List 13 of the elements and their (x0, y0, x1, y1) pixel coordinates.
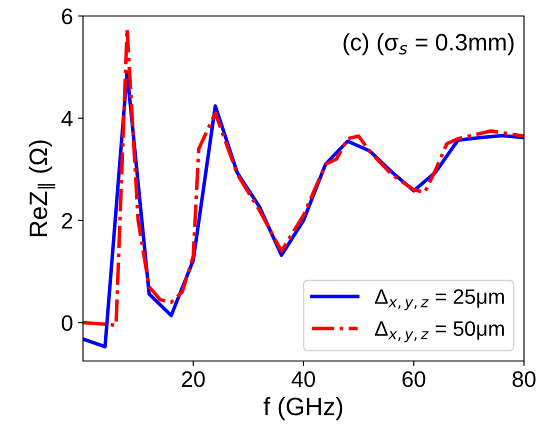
text: (c) (σ$_{s}$ = 0.3mm) (344, 33, 514, 56)
legend-label: Δ$_{x,y,z}$ = 50μm (375, 321, 504, 342)
x-tick-label: 80 (512, 371, 536, 388)
x-tick-label: 20 (182, 371, 205, 388)
y-tick-label: 0 (62, 315, 72, 331)
legend-label: Δ$_{x,y,z}$ = 25μm (375, 289, 504, 310)
y-tick-label: 2 (62, 212, 72, 228)
y-tick-label: 6 (62, 8, 72, 24)
x-tick-label: 60 (402, 371, 426, 388)
y-axis-title: ReZ$_{‖}$ (Ω) (28, 140, 56, 236)
y-tick-label: 4 (61, 110, 73, 126)
x-axis-title: f (GHz) (264, 396, 342, 420)
x-tick-label: 40 (292, 371, 315, 388)
